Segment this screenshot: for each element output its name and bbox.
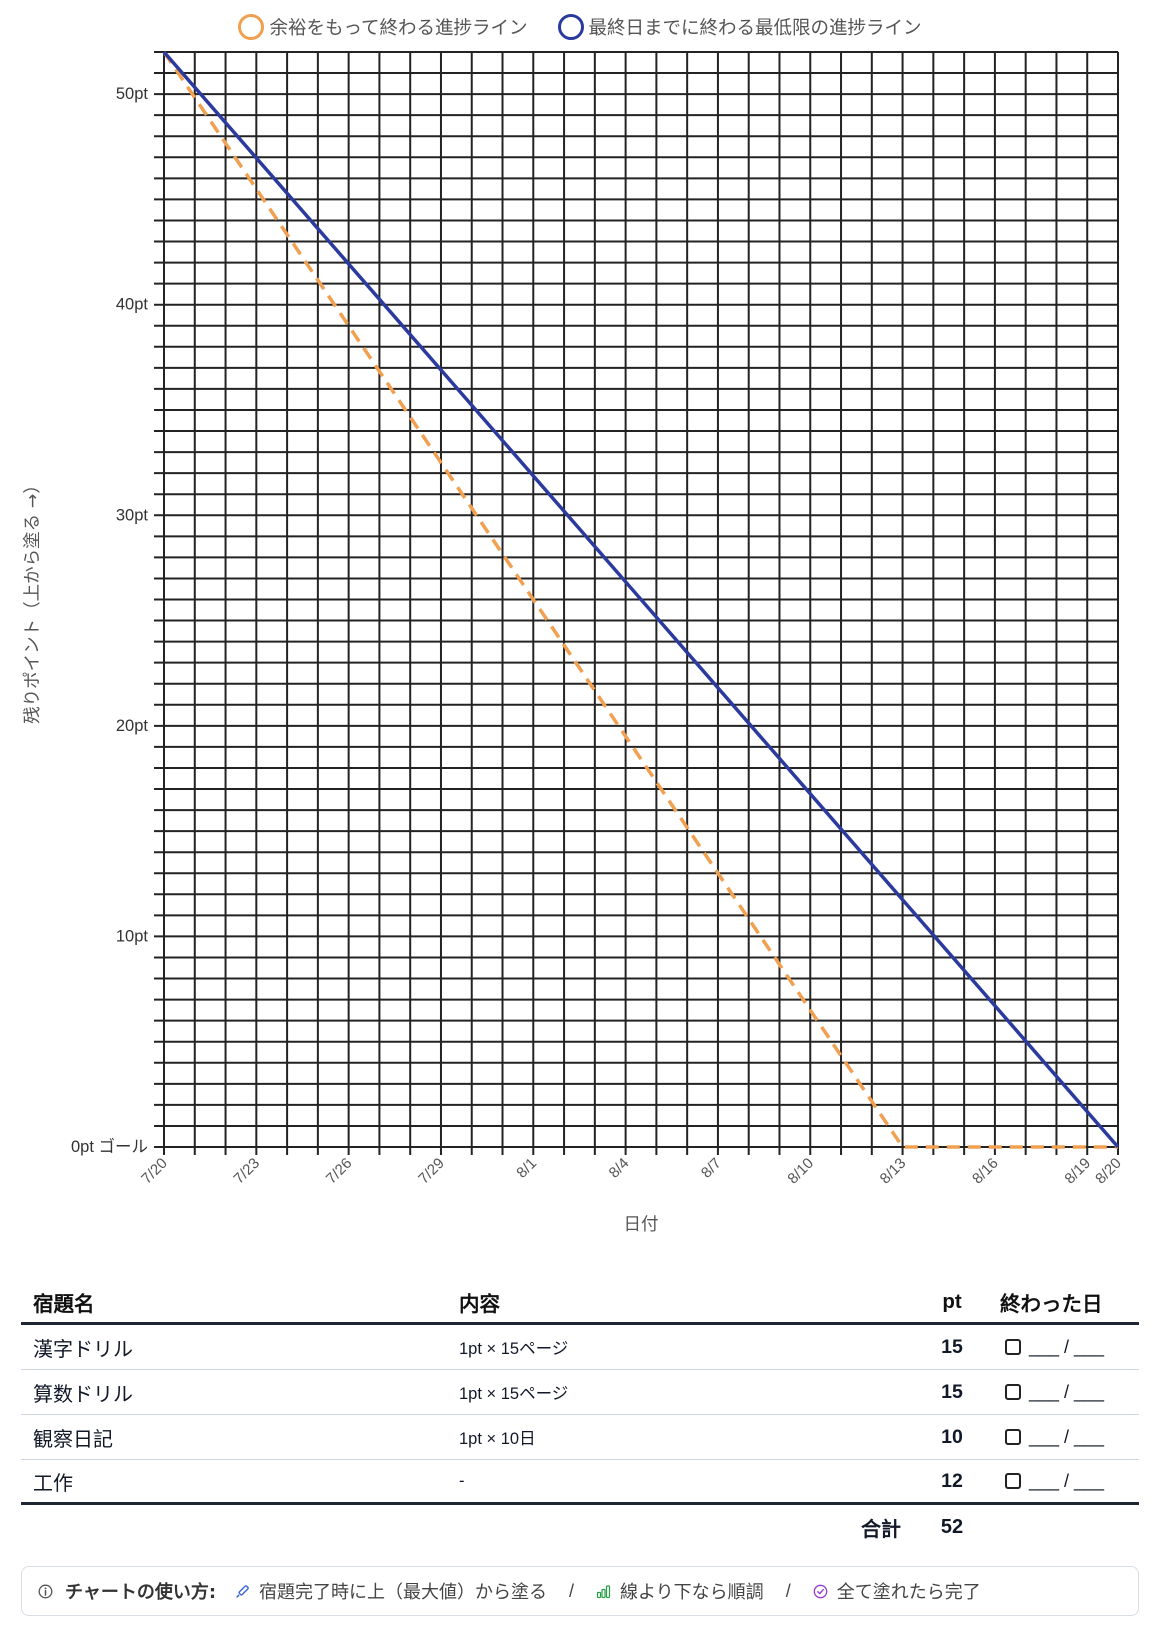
header-done-date: 終わった日 [1000,1291,1103,1316]
x-tick-label: 8/10 [784,1155,817,1188]
checkbox-icon [1005,1429,1021,1445]
separator: / [569,1580,575,1601]
table-row: 算数ドリル 1pt × 15ページ 15 ___ / ___ [21,1370,1139,1415]
homework-content: - [459,1471,465,1490]
done-date-cell: ___ / ___ [999,1471,1139,1492]
homework-points: 15 [941,1335,963,1358]
homework-table: 宿題名 内容 pt 終わった日 漢字ドリル 1pt × 15ページ 15 ___… [21,1281,1139,1550]
table-row: 工作 - 12 ___ / ___ [21,1460,1139,1505]
separator: / [785,1580,791,1601]
total-row: 合計 52 [21,1505,1139,1550]
homework-name: 工作 [33,1470,73,1495]
done-date-blank: ___ / ___ [1029,1470,1105,1491]
x-tick-label: 7/29 [415,1155,448,1188]
x-tick-label: 7/20 [138,1155,171,1188]
y-tick-label: 50pt [116,85,149,103]
chart-usage-note: チャートの使い方: 宿題完了時に上（最大値）から塗る / 線より下なら順調 / … [21,1566,1139,1616]
checkbox-icon [1005,1473,1021,1489]
usage-title: チャートの使い方: [65,1582,217,1603]
legend-label-minimum-pace: 最終日までに終わる最低限の進捗ライン [588,18,922,39]
checkbox-icon [1005,1384,1021,1400]
table-row: 漢字ドリル 1pt × 15ページ 15 ___ / ___ [21,1325,1139,1370]
header-name: 宿題名 [33,1291,95,1316]
x-tick-label: 8/13 [877,1155,910,1188]
x-tick-label: 7/26 [323,1155,356,1188]
done-date-blank: ___ / ___ [1029,1336,1105,1357]
y-tick-label: 30pt [116,506,149,524]
homework-points: 15 [941,1380,963,1403]
x-axis-label: 日付 [624,1215,659,1235]
y-tick-label: 40pt [116,296,149,314]
total-value: 52 [940,1516,964,1538]
homework-name: 算数ドリル [33,1381,133,1406]
homework-points: 10 [941,1425,963,1448]
usage-step-fill-from-top: 宿題完了時に上（最大値）から塗る [259,1582,548,1603]
chart-legend: 余裕をもって終わる進捗ライン 最終日までに終わる最低限の進捗ライン [0,11,1160,43]
burndown-chart: 0pt ゴール 10pt 20pt 30pt 40pt 50pt 7/20 7/23 7/26 7… [22,50,1125,1235]
check-circle-icon [813,1584,828,1599]
usage-step-below-line-ok: 線より下なら順調 [620,1582,764,1603]
x-tick-label: 8/20 [1092,1155,1125,1188]
table-header: 宿題名 内容 pt 終わった日 [21,1281,1139,1325]
header-pt: pt [942,1289,962,1313]
homework-name: 漢字ドリル [33,1336,133,1361]
legend-item-minimum-pace[interactable]: 最終日までに終わる最低限の進捗ライン [557,14,922,40]
homework-name: 観察日記 [33,1426,113,1451]
blue-ring-icon [557,14,584,40]
x-tick-label: 8/16 [969,1155,1002,1188]
y-axis-label: 残りポイント（上から塗る →） [22,476,43,724]
done-date-cell: ___ / ___ [999,1382,1139,1403]
x-tick-label: 8/4 [606,1155,633,1182]
bar-chart-icon [596,1584,611,1599]
checkbox-icon [1005,1339,1021,1355]
x-tick-label: 8/19 [1061,1155,1094,1188]
total-label: 合計 [861,1517,901,1541]
header-content: 内容 [459,1291,500,1316]
done-date-blank: ___ / ___ [1029,1426,1105,1447]
homework-content: 1pt × 10日 [459,1430,536,1448]
y-tick-label: 0pt ゴール [71,1136,148,1156]
y-tick-label: 20pt [116,717,149,735]
info-icon [38,1584,53,1599]
done-date-cell: ___ / ___ [999,1337,1139,1358]
minimum-pace-line [162,50,1120,1149]
homework-content: 1pt × 15ページ [459,1385,569,1403]
pen-icon [235,1584,250,1599]
x-tick-label: 8/7 [698,1155,725,1182]
orange-ring-icon [238,14,265,40]
homework-content: 1pt × 15ページ [459,1340,569,1358]
table-row: 観察日記 1pt × 10日 10 ___ / ___ [21,1415,1139,1460]
y-tick-label: 10pt [116,927,149,945]
legend-label-comfortable-pace: 余裕をもって終わる進捗ライン [269,18,528,39]
done-date-cell: ___ / ___ [999,1427,1139,1448]
x-tick-label: 8/1 [513,1155,540,1182]
chart-series [162,50,1120,1149]
chart-grid [154,51,1119,1155]
legend-item-comfortable-pace[interactable]: 余裕をもって終わる進捗ライン [238,14,528,40]
usage-step-complete: 全て塗れたら完了 [836,1582,981,1603]
axis-ticks: 0pt ゴール 10pt 20pt 30pt 40pt 50pt 7/20 7/23 7/26 7… [71,85,1125,1187]
done-date-blank: ___ / ___ [1029,1381,1105,1402]
homework-points: 12 [941,1469,963,1492]
x-tick-label: 7/23 [230,1155,263,1188]
